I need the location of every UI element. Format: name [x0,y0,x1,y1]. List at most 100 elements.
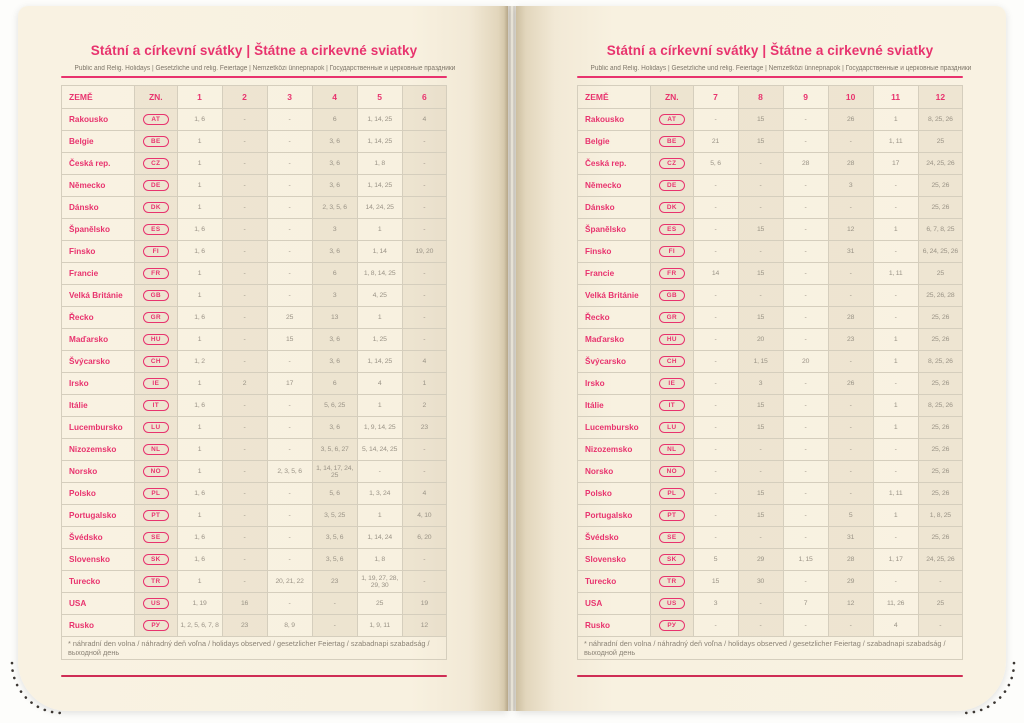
holiday-cell: 15 [692,570,739,593]
holiday-cell: 5, 14, 24, 25 [356,438,403,461]
column-header-month: 1 [176,85,223,109]
country-cell: Řecko [576,306,652,329]
dotted-corner-arc-right [962,661,1016,715]
table-row: Norsko NO - - - - -25, 26 [576,460,964,483]
country-cell: Rakousko [60,108,136,131]
table-row: Francie FR 14 15- -1, 11 25 [576,262,964,285]
holiday-cell: - [782,570,829,593]
holiday-cell: 1, 19, 27, 28, 29, 30 [356,570,403,593]
holiday-cell: - [266,152,313,175]
country-code-badge: IT [658,399,685,412]
country-code-cell: NO [650,460,694,483]
holiday-cell: - [692,438,739,461]
holiday-cell: - [221,108,268,131]
holiday-cell: - [266,416,313,439]
country-code-cell: FR [650,262,694,285]
holiday-cell: 1 [872,218,919,241]
holiday-cell: - [401,460,448,483]
holiday-cell: - [827,416,874,439]
holiday-cell: 25, 26 [917,174,964,197]
holiday-cell: - [692,174,739,197]
holidays-table-months-1-6: ZEMĚ ZN. 1 2 3 4 5 6 Rakousko AT 1, 6- -6 1, 14, 25 4… [60,85,448,660]
holiday-cell: 1 [872,394,919,417]
holiday-cell: 1, 15 [737,350,784,373]
country-code-cell: NO [134,460,178,483]
holiday-cell: 11, 26 [872,592,919,615]
holiday-cell: 3, 6 [311,240,358,263]
table-row: Lucembursko LU -15- -1 25, 26 [576,416,964,439]
country-code-badge: FI [658,245,685,258]
country-cell: Švédsko [60,526,136,549]
holiday-cell: 3, 5, 6 [311,526,358,549]
holiday-cell: 6, 24, 25, 26 [917,240,964,263]
holiday-cell: - [221,218,268,241]
country-code-badge: US [142,597,169,610]
country-cell: Slovensko [60,548,136,571]
country-code-cell: HU [134,328,178,351]
holiday-cell: 3, 6 [311,130,358,153]
holiday-cell: 8, 25, 26 [917,350,964,373]
holiday-cell: 6, 20 [401,526,448,549]
country-code-badge: SE [658,531,685,544]
country-code-cell: BE [650,130,694,153]
footnote-row: * náhradní den volna / náhradný deň voľn… [61,636,447,660]
country-cell: Belgie [576,130,652,153]
holiday-cell: - [872,284,919,307]
country-code-cell: FI [134,240,178,263]
holiday-cell: 1 [401,372,448,395]
holiday-cell: 5, 6 [692,152,739,175]
holiday-cell: - [692,306,739,329]
country-cell: Německo [576,174,652,197]
country-code-badge: DK [658,201,685,214]
holiday-cell: 23 [311,570,358,593]
right-page: Státní a církevní svátky | Štátne a cirk… [516,6,1006,711]
holiday-cell: - [311,614,358,637]
country-code-cell: PL [134,482,178,505]
holiday-cell: - [221,350,268,373]
country-code-cell: FR [134,262,178,285]
country-code-cell: GB [134,284,178,307]
holiday-cell: 25, 26 [917,372,964,395]
holiday-cell: - [827,482,874,505]
holiday-cell: - [692,394,739,417]
holiday-cell: - [692,416,739,439]
country-code-cell: SK [650,548,694,571]
holiday-cell: 1 [872,108,919,131]
country-code-cell: LU [134,416,178,439]
country-cell: Slovensko [576,548,652,571]
table-row: Maďarsko HU 1-15 3, 6 1, 25- [60,328,448,351]
table-row: Itálie IT -15- -1 8, 25, 26 [576,394,964,417]
holiday-cell: - [782,460,829,483]
country-cell: Maďarsko [60,328,136,351]
holiday-cell: - [221,570,268,593]
table-row: Slovensko SK 5 29 1, 15 28 1, 17 24, 25, 26 [576,548,964,571]
holiday-cell: - [401,438,448,461]
holiday-cell: - [221,130,268,153]
holiday-cell: 5 [827,504,874,527]
holiday-cell: - [221,394,268,417]
footer-rule [61,675,447,677]
holiday-cell: - [782,196,829,219]
page-title: Státní a církevní svátky | Štátne a cirk… [606,43,934,58]
table-row: Dánsko DK 1- -2, 3, 5, 6 14, 24, 25- [60,196,448,219]
holiday-cell: - [782,174,829,197]
country-cell: Velká Británie [576,284,652,307]
table-row: Polsko PL -15- -1, 11 25, 26 [576,482,964,505]
column-header-country: ZEMĚ [60,85,136,109]
holiday-cell: 24, 25, 26 [917,152,964,175]
country-code-badge: LU [142,421,169,434]
holiday-cell: 31 [827,240,874,263]
country-cell: Dánsko [576,196,652,219]
column-header-month: 12 [917,85,964,109]
diary-open-spread: Státní a církevní svátky | Štátne a cirk… [18,6,1006,713]
holiday-cell: - [782,130,829,153]
holiday-cell: - [737,592,784,615]
country-code-cell: IE [650,372,694,395]
holiday-cell: - [827,284,874,307]
country-code-cell: PT [134,504,178,527]
country-cell: Finsko [576,240,652,263]
holiday-cell: - [221,152,268,175]
holiday-cell: 25, 26 [917,328,964,351]
table-row: Švédsko SE 1, 6- -3, 5, 6 1, 14, 24 6, 20 [60,526,448,549]
country-code-badge: TR [658,575,685,588]
